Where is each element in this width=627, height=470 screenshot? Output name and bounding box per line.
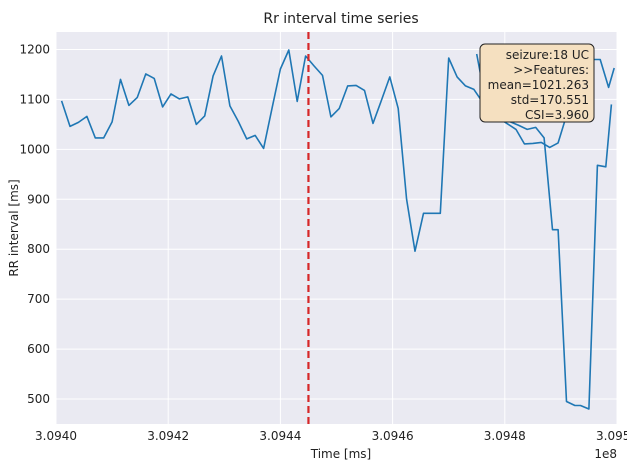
y-tick-label: 900 bbox=[27, 192, 50, 206]
annotation-line-3: mean=1021.263 bbox=[488, 78, 589, 92]
x-tick-label: 3.0946 bbox=[372, 429, 414, 443]
x-tick-label: 3.0940 bbox=[35, 429, 77, 443]
y-tick-labels: 500 600 700 800 900 1000 1100 1200 bbox=[19, 42, 50, 406]
annotation-box: seizure:18 UC >>Features: mean=1021.263 … bbox=[479, 43, 595, 123]
x-axis-label: Time [ms] bbox=[310, 447, 372, 461]
y-tick-label: 500 bbox=[27, 392, 50, 406]
y-axis-label: RR interval [ms] bbox=[7, 179, 21, 276]
annotation-line-4: std=170.551 bbox=[511, 93, 589, 107]
x-tick-label: 3.0948 bbox=[484, 429, 526, 443]
y-tick-label: 1000 bbox=[19, 142, 50, 156]
y-tick-label: 800 bbox=[27, 242, 50, 256]
annotation-line-1: seizure:18 UC bbox=[506, 48, 589, 62]
x-tick-label: 3.0942 bbox=[147, 429, 189, 443]
series-line bbox=[60, 49, 615, 252]
y-tick-label: 1200 bbox=[19, 42, 50, 56]
annotation-line-2: >>Features: bbox=[513, 63, 589, 77]
y-tick-label: 700 bbox=[27, 292, 50, 306]
annotation-line-5: CSI=3.960 bbox=[525, 108, 589, 122]
y-tick-label: 600 bbox=[27, 342, 50, 356]
chart-title: Rr interval time series bbox=[263, 11, 418, 27]
y-tick-label: 1100 bbox=[19, 92, 50, 106]
x-tick-labels: 3.0940 3.0942 3.0944 3.0946 3.0948 3.0950 bbox=[35, 429, 627, 443]
grid bbox=[55, 32, 618, 424]
annotation-background bbox=[479, 43, 595, 123]
x-offset-label: 1e8 bbox=[594, 447, 617, 461]
x-tick-label: 3.0950 bbox=[596, 429, 627, 443]
x-tick-label: 3.0944 bbox=[259, 429, 301, 443]
